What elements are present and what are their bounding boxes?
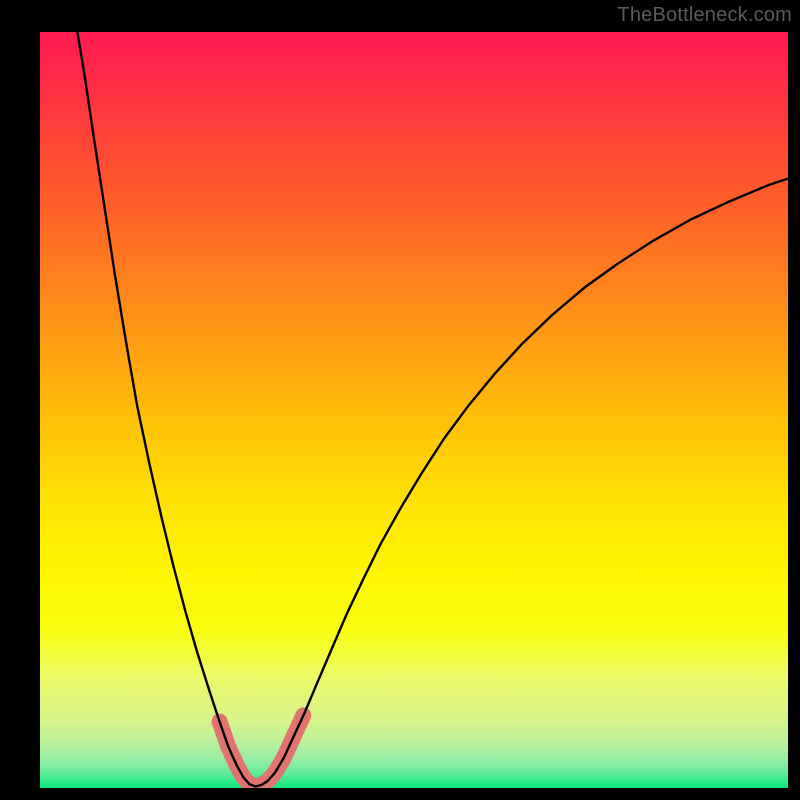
watermark-text: TheBottleneck.com: [617, 4, 792, 27]
chart-frame: TheBottleneck.com: [0, 0, 800, 800]
gradient-background: [40, 32, 788, 788]
bottleneck-chart: [40, 32, 788, 788]
plot-area: [40, 32, 788, 788]
